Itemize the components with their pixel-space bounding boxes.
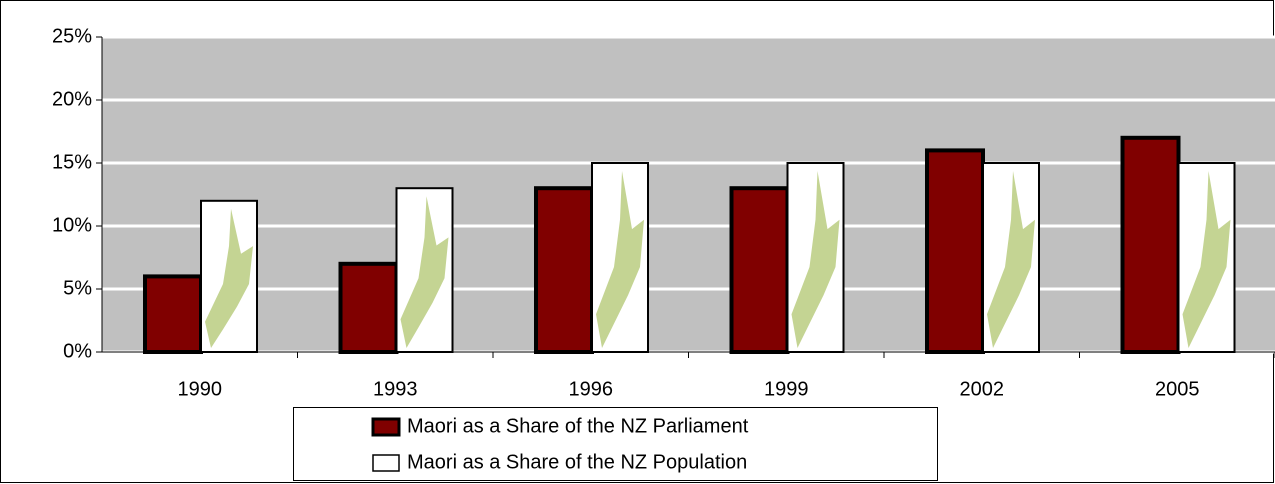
bar xyxy=(145,276,201,352)
bar xyxy=(341,264,397,352)
x-tick-label: 2002 xyxy=(960,378,1005,400)
bar xyxy=(1123,138,1179,352)
bar xyxy=(732,188,788,352)
y-tick-label: 20% xyxy=(52,88,92,110)
x-tick-label: 1990 xyxy=(178,378,223,400)
x-tick-label: 2005 xyxy=(1155,378,1200,400)
bar xyxy=(536,188,592,352)
legend-marker xyxy=(373,455,399,471)
legend-label: Maori as a Share of the NZ Population xyxy=(407,451,747,473)
y-tick-label: 5% xyxy=(63,277,92,299)
y-tick-label: 0% xyxy=(63,340,92,362)
legend-marker xyxy=(373,419,399,435)
x-tick-label: 1999 xyxy=(764,378,809,400)
chart: 0% 5% 10% 15% 20% 25% 1990 1993 1996 1999 2002 2005… xyxy=(0,0,1275,484)
x-tick-label: 1996 xyxy=(569,378,614,400)
legend-label: Maori as a Share of the NZ Parliament xyxy=(407,415,749,437)
y-tick-label: 15% xyxy=(52,151,92,173)
y-tick-label: 10% xyxy=(52,214,92,236)
x-tick-label: 1993 xyxy=(373,378,418,400)
y-tick-label: 25% xyxy=(52,25,92,47)
bar xyxy=(927,150,983,352)
plot-background xyxy=(102,37,1275,352)
